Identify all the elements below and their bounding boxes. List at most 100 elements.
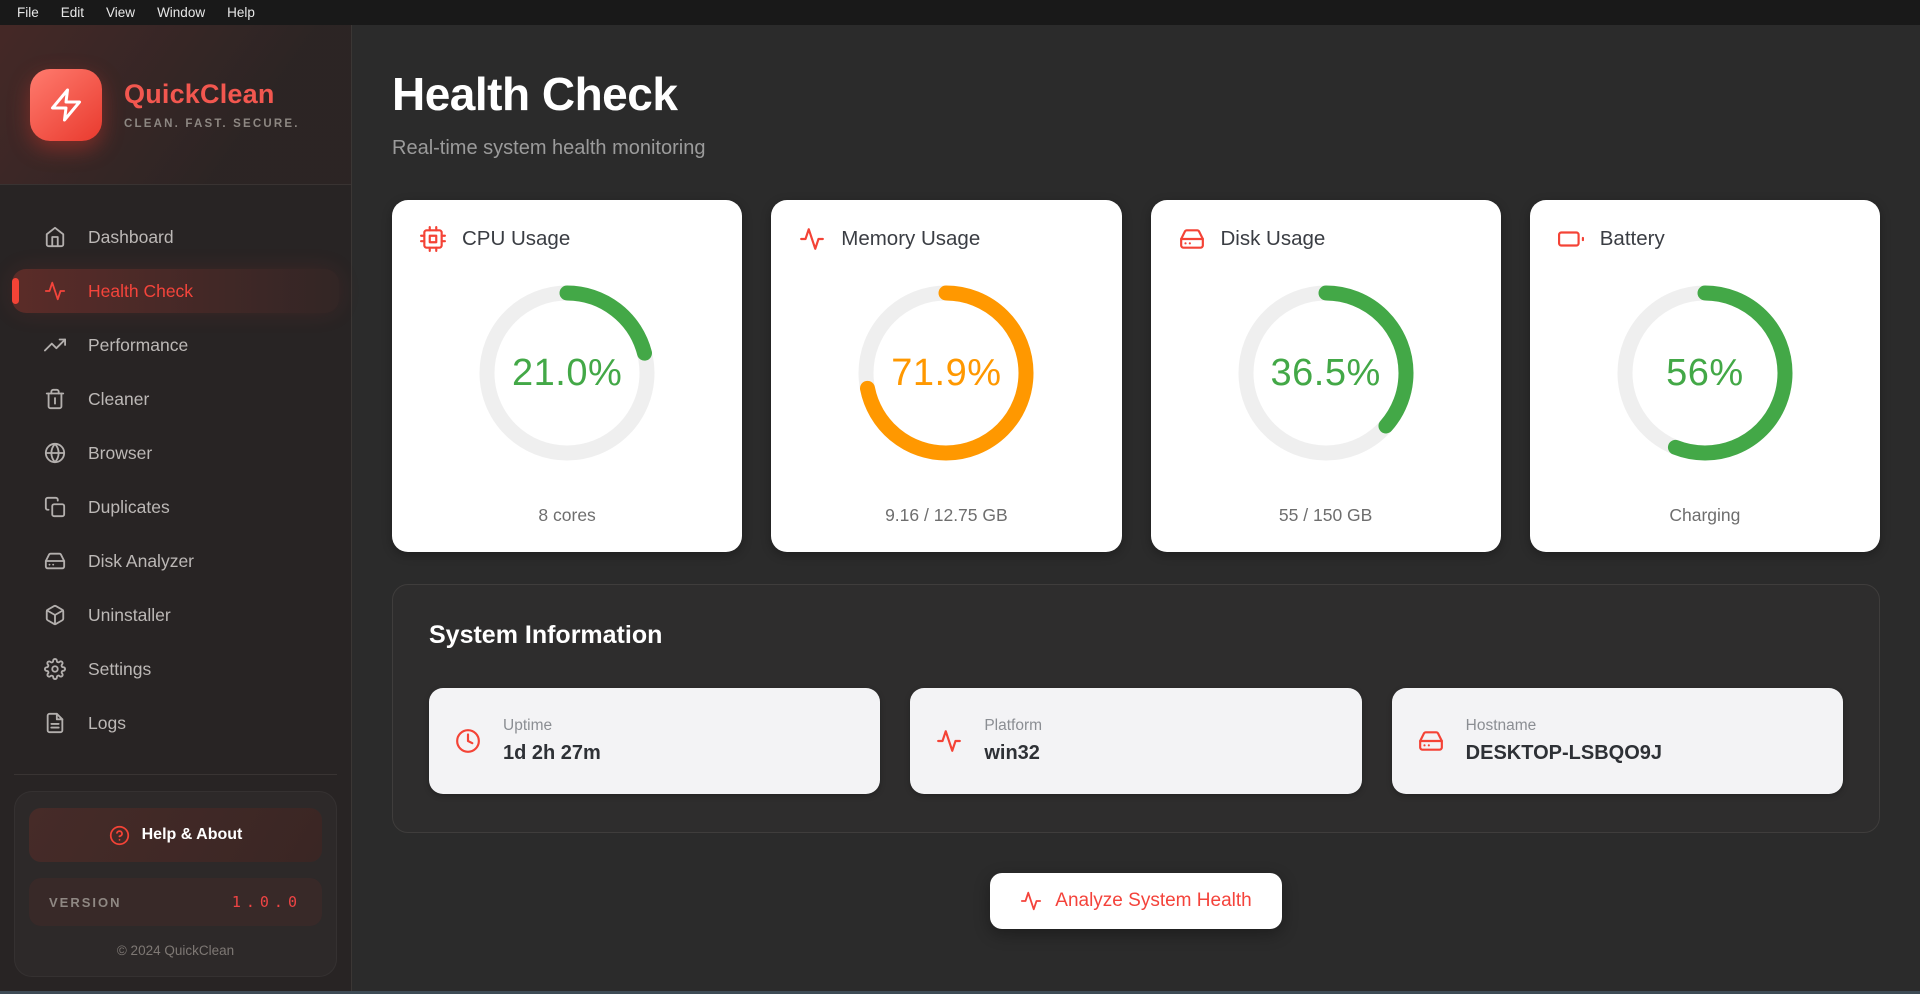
trash-icon: [45, 388, 65, 410]
battery-card: Battery 56% Charging: [1529, 200, 1880, 552]
sidebar-item-performance[interactable]: Performance: [12, 323, 339, 367]
activity-icon: [44, 281, 66, 301]
sidebar-item-label: Browser: [88, 442, 153, 463]
sidebar-item-label: Logs: [88, 712, 126, 733]
version-panel: VERSION 1.0.0: [29, 878, 322, 926]
package-icon: [45, 604, 65, 626]
menu-file[interactable]: File: [17, 5, 39, 20]
cpu-usage-card: CPU Usage 21.0% 8 cores: [392, 200, 743, 552]
info-label: Platform: [984, 717, 1043, 734]
file-text-icon: [46, 712, 64, 734]
zap-icon: [51, 88, 81, 121]
gauge-value-text: 56%: [1666, 351, 1744, 394]
sidebar-item-label: Duplicates: [88, 496, 170, 517]
trending-up-icon: [44, 338, 66, 352]
help-about-button[interactable]: Help & About: [29, 808, 322, 862]
sidebar-item-settings[interactable]: Settings: [12, 647, 339, 691]
sidebar-item-label: Performance: [88, 334, 189, 355]
activity-icon: [800, 228, 825, 250]
metrics-row: CPU Usage 21.0% 8 cores Memory Usa: [392, 200, 1880, 552]
gauge-ring: [479, 285, 655, 461]
app-tagline: CLEAN. FAST. SECURE.: [124, 118, 300, 130]
battery-icon: [1557, 231, 1584, 247]
window-bottom-edge: [0, 991, 1920, 994]
page-title: Health Check: [392, 68, 678, 120]
hard-drive-icon: [1179, 229, 1204, 249]
metric-caption: 8 cores: [538, 505, 596, 525]
main-content: Health Check Real-time system health mon…: [352, 25, 1920, 991]
gauge-value-text: 36.5%: [1270, 351, 1381, 394]
sidebar-item-logs[interactable]: Logs: [12, 701, 339, 745]
metric-title: Memory Usage: [841, 227, 981, 250]
clock-icon: [456, 729, 480, 753]
disk-usage-card: Disk Usage 36.5% 55 / 150 GB: [1150, 200, 1501, 552]
analyze-system-health-button[interactable]: Analyze System Health: [990, 873, 1282, 929]
system-information-panel: System Information Uptime 1d 2h 27m Plat…: [392, 584, 1880, 833]
menu-bar: File Edit View Window Help: [0, 0, 1920, 25]
sidebar-nav: Dashboard Health Check Performance Clean…: [0, 185, 351, 774]
sidebar-item-dashboard[interactable]: Dashboard: [12, 215, 339, 259]
card-header: Memory Usage: [799, 226, 980, 252]
memory-usage-card: Memory Usage 71.9% 9.16 / 12.75 GB: [771, 200, 1122, 552]
page-subtitle: Real-time system health monitoring: [392, 137, 706, 159]
menu-view[interactable]: View: [106, 5, 136, 20]
home-icon: [45, 226, 65, 248]
platform-card: Platform win32: [910, 688, 1362, 794]
sidebar-item-disk-analyzer[interactable]: Disk Analyzer: [12, 539, 339, 583]
gauge-value-text: 21.0%: [512, 351, 623, 394]
sidebar-item-label: Health Check: [88, 280, 194, 301]
sidebar-item-label: Cleaner: [88, 388, 150, 409]
analyze-button-label: Analyze System Health: [1055, 890, 1252, 911]
sidebar-item-uninstaller[interactable]: Uninstaller: [12, 593, 339, 637]
cpu-icon: [420, 226, 446, 252]
info-text: Platform win32: [984, 717, 1042, 765]
hard-drive-icon: [44, 552, 66, 570]
menu-help[interactable]: Help: [227, 5, 255, 20]
metric-title: Battery: [1599, 227, 1665, 250]
hard-drive-icon: [1418, 731, 1443, 751]
app-body: QuickClean CLEAN. FAST. SECURE. Dashboar…: [0, 25, 1920, 991]
metric-title: CPU Usage: [462, 227, 571, 250]
info-text: Hostname DESKTOP-LSBQO9J: [1466, 717, 1662, 765]
menu-window[interactable]: Window: [157, 5, 206, 20]
gauge-ring: [1617, 285, 1793, 461]
sidebar: QuickClean CLEAN. FAST. SECURE. Dashboar…: [0, 25, 352, 991]
info-value: DESKTOP-LSBQO9J: [1465, 742, 1662, 764]
sidebar-item-browser[interactable]: Browser: [12, 431, 339, 475]
hostname-card: Hostname DESKTOP-LSBQO9J: [1391, 688, 1843, 794]
system-information-title: System Information: [429, 621, 663, 649]
sidebar-item-cleaner[interactable]: Cleaner: [12, 377, 339, 421]
disk-gauge: 36.5%: [1231, 278, 1421, 468]
info-label: Uptime: [503, 717, 553, 734]
menu-edit[interactable]: Edit: [60, 5, 85, 20]
sidebar-item-label: Disk Analyzer: [88, 550, 195, 571]
sidebar-item-health-check[interactable]: Health Check: [12, 269, 339, 313]
copyright-text: © 2024 QuickClean: [116, 943, 235, 958]
info-text: Uptime 1d 2h 27m: [503, 717, 601, 765]
brand-header: QuickClean CLEAN. FAST. SECURE.: [0, 25, 351, 185]
metric-title: Disk Usage: [1220, 227, 1326, 250]
sidebar-item-label: Uninstaller: [88, 604, 171, 625]
sidebar-footer-panel: Help & About VERSION 1.0.0 © 2024 QuickC…: [14, 791, 337, 977]
metric-caption: 9.16 / 12.75 GB: [885, 505, 1008, 525]
sidebar-footer: Help & About VERSION 1.0.0 © 2024 QuickC…: [14, 774, 337, 977]
analyze-button-row: Analyze System Health: [392, 873, 1880, 929]
metric-caption: 55 / 150 GB: [1278, 505, 1373, 525]
copy-icon: [44, 496, 66, 518]
cpu-gauge: 21.0%: [472, 278, 662, 468]
system-info-row: Uptime 1d 2h 27m Platform win32: [429, 688, 1843, 794]
info-value: win32: [984, 742, 1040, 764]
globe-icon: [44, 442, 66, 464]
battery-gauge: 56%: [1610, 278, 1800, 468]
uptime-card: Uptime 1d 2h 27m: [429, 688, 881, 794]
sidebar-item-label: Settings: [88, 658, 152, 679]
active-indicator: [12, 278, 19, 304]
sidebar-item-duplicates[interactable]: Duplicates: [12, 485, 339, 529]
activity-icon: [937, 730, 962, 752]
card-header: Battery: [1557, 226, 1665, 252]
gear-icon: [44, 658, 66, 680]
app-logo: [30, 68, 102, 141]
gauge-ring: [1238, 285, 1414, 461]
metric-caption: Charging: [1669, 505, 1741, 525]
